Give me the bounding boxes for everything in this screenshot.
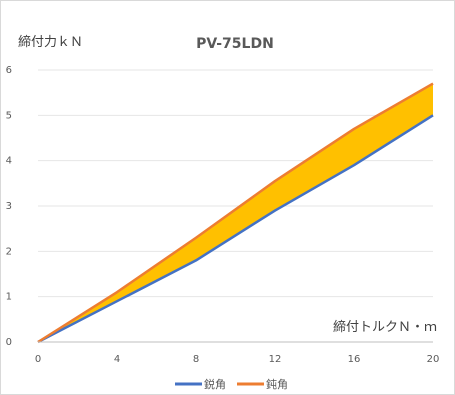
x-axis-label: 締付トルクＮ・ｍ xyxy=(333,319,437,335)
y-tick-label: 0 xyxy=(6,337,12,348)
legend-label-1: 鋭角 xyxy=(204,377,226,391)
y-tick-label: 5 xyxy=(6,110,12,121)
y-tick-label: 1 xyxy=(6,292,12,303)
chart-title: PV-75LDN xyxy=(196,36,274,52)
series-line-2 xyxy=(37,82,434,344)
y-axis-label: 締付力ｋＮ xyxy=(18,34,83,50)
gridlines xyxy=(38,69,433,298)
series-line-1 xyxy=(37,114,434,344)
y-tick-label: 3 xyxy=(6,201,12,212)
y-tick-label: 4 xyxy=(6,156,12,167)
y-tick-labels: 0 1 2 3 4 5 6 xyxy=(6,65,12,348)
range-band xyxy=(38,83,433,342)
series-lines xyxy=(37,82,434,344)
legend: 鋭角 鈍角 xyxy=(175,377,288,391)
x-tick-label: 0 xyxy=(35,354,41,365)
x-tick-label: 8 xyxy=(193,354,199,365)
x-tick-label: 12 xyxy=(269,354,282,365)
x-tick-label: 16 xyxy=(348,354,361,365)
x-tick-label: 4 xyxy=(114,354,120,365)
y-tick-label: 2 xyxy=(6,246,12,257)
x-tick-label: 20 xyxy=(427,354,440,365)
y-tick-label: 6 xyxy=(6,65,12,76)
x-tick-labels: 0 4 8 12 16 20 xyxy=(35,354,440,365)
legend-label-2: 鈍角 xyxy=(266,377,288,391)
